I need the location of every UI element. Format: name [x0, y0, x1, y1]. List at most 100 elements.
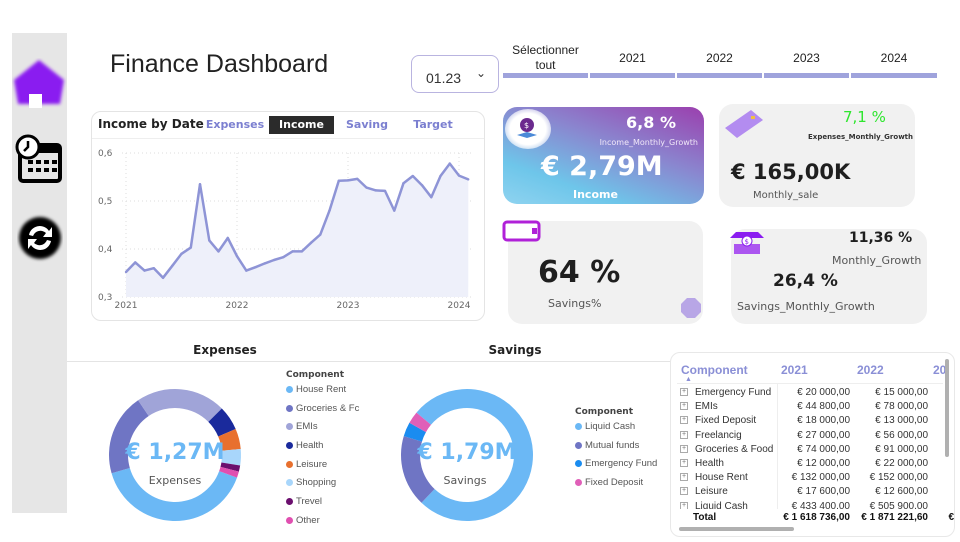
legend-item[interactable]: Emergency Fund — [575, 454, 670, 473]
year-slicer-select-all[interactable]: Sélectionner tout — [502, 38, 589, 78]
legend-item[interactable]: Other — [286, 511, 366, 530]
data-point[interactable] — [319, 233, 322, 236]
data-point[interactable] — [254, 266, 257, 269]
data-point[interactable] — [346, 179, 350, 182]
donut-slice[interactable] — [219, 466, 239, 478]
expand-icon[interactable]: + — [680, 444, 688, 453]
donut-slice[interactable] — [401, 436, 435, 503]
home-icon[interactable] — [12, 58, 67, 118]
data-point[interactable] — [309, 241, 313, 244]
table-row[interactable]: + Fixed Deposit € 18 000,00 € 13 000,00 — [671, 415, 946, 429]
legend-item[interactable]: Health — [286, 436, 366, 455]
data-point[interactable] — [282, 255, 285, 259]
data-point[interactable] — [245, 269, 248, 272]
data-point[interactable] — [291, 250, 294, 253]
legend-item[interactable]: House Rent — [286, 380, 366, 399]
calendar-clock-icon[interactable] — [14, 133, 64, 183]
donut-slice[interactable] — [416, 389, 533, 521]
donut-slice[interactable] — [221, 449, 241, 466]
legend-item[interactable]: Fixed Deposit — [575, 473, 670, 492]
expand-icon[interactable]: + — [680, 473, 688, 482]
legend-item[interactable]: Leisure — [286, 455, 366, 474]
data-point[interactable] — [143, 269, 146, 272]
year-slicer-2024[interactable]: 2024 — [850, 38, 938, 78]
data-point[interactable] — [235, 255, 239, 258]
data-point[interactable] — [467, 178, 470, 181]
table-row[interactable]: + EMIs € 44 800,00 € 78 000,00 — [671, 401, 946, 415]
table-row[interactable]: + Freelancig € 27 000,00 € 56 000,00 — [671, 430, 946, 444]
donut-slice[interactable] — [220, 462, 241, 472]
donut-slice[interactable] — [138, 389, 222, 422]
expand-icon[interactable]: + — [680, 416, 688, 425]
column-header-2022[interactable]: 2022 — [857, 363, 884, 377]
table-row[interactable]: + Leisure € 17 600,00 € 12 600,00 — [671, 486, 946, 500]
refresh-icon[interactable] — [17, 213, 63, 263]
data-point[interactable] — [420, 183, 424, 187]
data-point[interactable] — [457, 174, 461, 177]
donut-slice[interactable] — [409, 412, 431, 433]
tab-income[interactable]: Income — [269, 116, 334, 134]
vertical-scrollbar[interactable] — [945, 359, 949, 457]
month-dropdown[interactable]: 01.23 ⌄ — [411, 55, 499, 93]
donut-slice[interactable] — [218, 428, 241, 451]
table-row[interactable]: + Health € 12 000,00 € 22 000,00 — [671, 458, 946, 472]
horizontal-scrollbar[interactable] — [679, 527, 794, 531]
data-point[interactable] — [152, 267, 155, 270]
table-row[interactable]: + Groceries & Food € 74 000,00 € 91 000,00 — [671, 444, 946, 458]
donut-slice[interactable] — [208, 408, 236, 437]
data-point[interactable] — [171, 264, 174, 267]
data-point[interactable] — [300, 250, 303, 253]
table-row[interactable]: + Liquid Cash € 433 400,00 € 505 900,00 — [671, 501, 946, 509]
donut-slice[interactable] — [109, 400, 149, 474]
year-slicer-2021[interactable]: 2021 — [589, 38, 676, 78]
expand-icon[interactable]: + — [680, 501, 688, 509]
data-point[interactable] — [208, 239, 211, 242]
column-header-component[interactable]: Component — [681, 363, 748, 377]
legend-item[interactable]: Groceries & Fc — [286, 399, 366, 418]
data-point[interactable] — [217, 250, 220, 253]
data-point[interactable] — [189, 246, 192, 249]
data-point[interactable] — [374, 189, 377, 192]
year-slicer-2022[interactable]: 2022 — [676, 38, 763, 78]
tab-target[interactable]: Target — [413, 118, 453, 131]
year-slicer-2023[interactable]: 2023 — [763, 38, 850, 78]
tab-saving[interactable]: Saving — [346, 118, 388, 131]
column-header-2021[interactable]: 2021 — [781, 363, 808, 377]
legend-item[interactable]: Trevel — [286, 492, 366, 511]
expand-icon[interactable]: + — [680, 487, 688, 496]
expand-icon[interactable]: + — [680, 388, 688, 396]
data-point[interactable] — [161, 276, 165, 279]
data-point[interactable] — [411, 174, 414, 178]
legend-item[interactable]: Liquid Cash — [575, 417, 670, 436]
donut-slice[interactable] — [403, 422, 426, 442]
data-point[interactable] — [430, 195, 433, 199]
table-row[interactable]: + House Rent € 132 000,00 € 152 000,00 — [671, 472, 946, 486]
expenses-legend: Component House Rent Groceries & Fc EMIs He… — [286, 370, 366, 530]
data-point[interactable] — [328, 209, 331, 212]
data-point[interactable] — [439, 174, 442, 178]
data-point[interactable] — [356, 177, 359, 181]
expand-icon[interactable]: + — [680, 430, 688, 439]
data-point[interactable] — [272, 258, 276, 262]
data-point[interactable] — [124, 270, 128, 274]
data-point[interactable] — [402, 182, 405, 185]
expand-icon[interactable]: + — [680, 402, 688, 411]
legend-item[interactable]: Shopping — [286, 473, 366, 492]
data-point[interactable] — [180, 252, 183, 255]
expand-icon[interactable]: + — [680, 459, 688, 467]
data-point[interactable] — [263, 262, 266, 265]
tab-expenses[interactable]: Expenses — [205, 118, 265, 131]
data-point[interactable] — [226, 236, 229, 240]
data-point[interactable] — [393, 209, 396, 212]
data-point[interactable] — [134, 261, 137, 264]
data-point[interactable] — [198, 183, 202, 186]
data-point[interactable] — [337, 179, 340, 183]
column-header-2023[interactable]: 20 — [933, 363, 947, 377]
donut-slice[interactable] — [111, 467, 238, 521]
legend-item[interactable]: Mutual funds — [575, 436, 670, 455]
legend-item[interactable]: EMIs — [286, 417, 366, 436]
data-point[interactable] — [365, 186, 368, 189]
data-point[interactable] — [448, 162, 451, 165]
table-row[interactable]: + Emergency Fund € 20 000,00 € 15 000,00 — [671, 387, 946, 401]
data-point[interactable] — [383, 189, 387, 193]
